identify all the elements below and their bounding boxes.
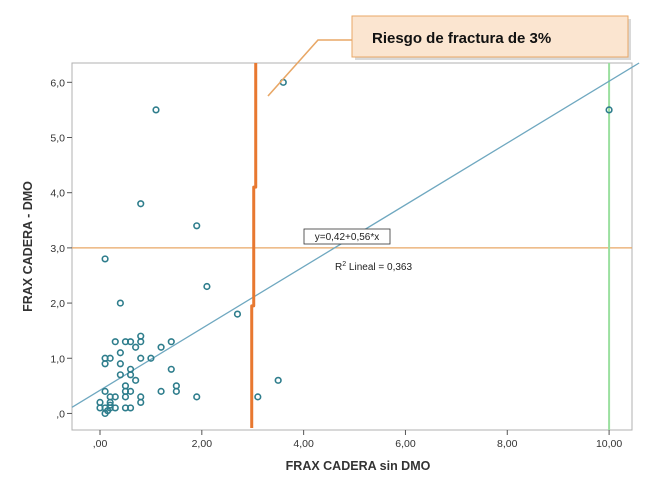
- data-point: [137, 338, 145, 346]
- data-point: [167, 365, 175, 373]
- data-point: [157, 387, 165, 395]
- data-point: [274, 376, 282, 384]
- data-point: [121, 338, 130, 346]
- data-point: [116, 371, 124, 379]
- data-point: [96, 398, 104, 407]
- y-tick-label: 1,0: [50, 353, 65, 365]
- data-point: [132, 343, 140, 351]
- data-point: [104, 407, 112, 415]
- x-tick-label: 8,00: [497, 438, 518, 450]
- data-point: [254, 393, 262, 401]
- threshold-line: [250, 63, 258, 428]
- y-tick-label: 4,0: [50, 188, 65, 200]
- y-tick-label: 5,0: [50, 133, 65, 145]
- data-point: [147, 354, 155, 362]
- data-point: [126, 371, 135, 379]
- data-point: [193, 393, 201, 401]
- y-tick-label: ,0: [56, 408, 65, 420]
- data-point: [132, 376, 140, 384]
- y-axis-title: FRAX CADERA - DMO: [21, 181, 35, 312]
- data-point: [116, 360, 124, 368]
- data-point: [121, 404, 130, 412]
- x-tick-label: 10,00: [596, 438, 622, 450]
- data-point: [167, 338, 175, 346]
- data-point: [137, 398, 145, 407]
- data-point: [121, 393, 130, 401]
- r-squared-prefix: R: [335, 262, 342, 273]
- equation-box: [303, 228, 391, 245]
- callout-box: [351, 15, 629, 58]
- data-point: [233, 310, 242, 318]
- data-point: [193, 222, 201, 230]
- data-point: [116, 299, 124, 307]
- callout-leader: [267, 39, 352, 97]
- x-tick-label: ,00: [93, 438, 108, 450]
- data-point: [137, 354, 145, 362]
- data-point: [203, 282, 211, 291]
- x-tick-label: 6,00: [395, 438, 416, 450]
- callout-text: Riesgo de fractura de 3%: [372, 30, 551, 47]
- r-squared-label: R2 Lineal = 0,363: [335, 261, 412, 273]
- data-point: [152, 106, 160, 114]
- data-point: [126, 387, 135, 395]
- y-tick-label: 6,0: [50, 77, 65, 89]
- x-tick-label: 2,00: [192, 438, 213, 450]
- data-point: [101, 360, 109, 368]
- r-squared-superscript: 2: [342, 261, 346, 268]
- data-point: [157, 343, 165, 351]
- data-point: [605, 106, 613, 114]
- data-point: [106, 354, 114, 362]
- equation-label: y=0,42+0,56*x: [315, 232, 380, 243]
- x-axis-title: FRAX CADERA sin DMO: [286, 459, 431, 473]
- data-point: [116, 349, 124, 357]
- data-point: [111, 338, 119, 346]
- data-point: [101, 387, 109, 395]
- y-tick-label: 2,0: [50, 298, 65, 310]
- data-point: [137, 200, 145, 208]
- y-tick-label: 3,0: [50, 243, 65, 255]
- data-point: [172, 382, 180, 390]
- r-squared-text: Lineal = 0,363: [346, 262, 412, 273]
- data-point: [101, 255, 109, 263]
- data-point: [106, 401, 114, 409]
- x-tick-label: 4,00: [293, 438, 314, 450]
